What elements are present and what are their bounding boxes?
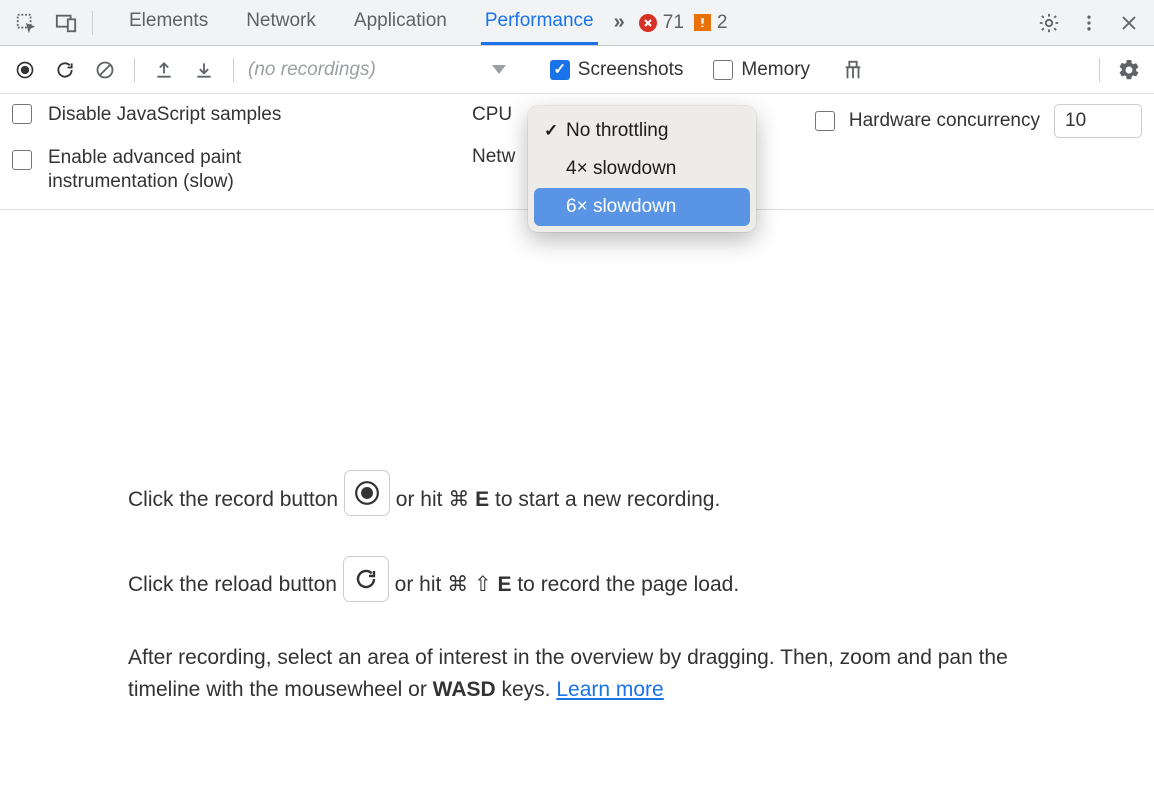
recordings-select[interactable]: (no recordings) bbox=[248, 59, 506, 81]
tab-elements[interactable]: Elements bbox=[125, 0, 212, 45]
devtools-tabs: Elements Network Application Performance bbox=[125, 0, 598, 45]
memory-checkbox[interactable]: Memory bbox=[713, 59, 810, 81]
record-button-demo-icon bbox=[344, 470, 390, 516]
garbage-collect-icon[interactable] bbox=[838, 55, 868, 85]
upload-icon[interactable] bbox=[149, 55, 179, 85]
help-text: Click the reload button bbox=[128, 573, 337, 596]
disable-js-label: Disable JavaScript samples bbox=[48, 104, 281, 126]
screenshots-label: Screenshots bbox=[578, 59, 684, 81]
memory-label: Memory bbox=[741, 59, 810, 81]
help-text: to record the page load. bbox=[517, 573, 739, 596]
advanced-paint-label: Enable advanced paint instrumentation (s… bbox=[48, 146, 348, 195]
help-text: or hit bbox=[396, 488, 443, 511]
caret-down-icon bbox=[492, 65, 506, 74]
error-icon bbox=[639, 14, 657, 32]
clear-icon[interactable] bbox=[90, 55, 120, 85]
divider bbox=[1099, 58, 1100, 82]
help-content: Click the record button or hit ⌘ E to st… bbox=[0, 470, 1154, 705]
divider bbox=[233, 58, 234, 82]
error-count: 71 bbox=[663, 12, 684, 34]
more-tabs-icon[interactable]: » bbox=[614, 11, 625, 34]
dropdown-item-4x[interactable]: 4× slowdown bbox=[534, 150, 750, 188]
help-text: to start a new recording. bbox=[495, 488, 720, 511]
reload-button-demo-icon bbox=[343, 556, 389, 602]
disable-js-checkbox[interactable] bbox=[12, 104, 32, 124]
key-e: E bbox=[475, 488, 489, 511]
recordings-placeholder: (no recordings) bbox=[248, 59, 376, 81]
warning-count: 2 bbox=[717, 12, 728, 34]
hw-concurrency-checkbox[interactable] bbox=[815, 111, 835, 131]
help-text: keys. bbox=[496, 678, 557, 701]
reload-icon[interactable] bbox=[50, 55, 80, 85]
warning-icon bbox=[694, 14, 711, 31]
checkbox-icon bbox=[550, 60, 570, 80]
cpu-throttling-dropdown: No throttling 4× slowdown 6× slowdown bbox=[528, 106, 756, 232]
divider bbox=[134, 58, 135, 82]
advanced-paint-checkbox[interactable] bbox=[12, 150, 32, 170]
capture-settings-gear-icon[interactable] bbox=[1114, 55, 1144, 85]
key-cmd: ⌘ bbox=[448, 488, 469, 511]
kebab-menu-icon[interactable] bbox=[1072, 5, 1106, 41]
download-icon[interactable] bbox=[189, 55, 219, 85]
inspect-element-icon[interactable] bbox=[8, 5, 44, 41]
tab-application[interactable]: Application bbox=[350, 0, 451, 45]
dropdown-item-6x[interactable]: 6× slowdown bbox=[534, 188, 750, 226]
key-cmd: ⌘ bbox=[447, 573, 468, 596]
help-text: or hit bbox=[395, 573, 442, 596]
settings-gear-icon[interactable] bbox=[1032, 5, 1066, 41]
hw-concurrency-label: Hardware concurrency bbox=[849, 110, 1040, 132]
dropdown-item-no-throttling[interactable]: No throttling bbox=[534, 112, 750, 150]
device-toolbar-icon[interactable] bbox=[48, 5, 84, 41]
hw-concurrency-input[interactable] bbox=[1054, 104, 1142, 138]
close-icon[interactable] bbox=[1112, 5, 1146, 41]
console-counts[interactable]: 71 2 bbox=[639, 12, 734, 34]
key-e: E bbox=[497, 573, 511, 596]
wasd-text: WASD bbox=[433, 678, 496, 701]
divider bbox=[92, 11, 93, 35]
help-text: Click the record button bbox=[128, 488, 338, 511]
tab-performance[interactable]: Performance bbox=[481, 0, 598, 45]
record-icon[interactable] bbox=[10, 55, 40, 85]
devtools-tabstrip: Elements Network Application Performance… bbox=[0, 0, 1154, 46]
key-shift: ⇧ bbox=[474, 573, 492, 596]
tab-network[interactable]: Network bbox=[242, 0, 320, 45]
learn-more-link[interactable]: Learn more bbox=[556, 678, 663, 701]
screenshots-checkbox[interactable]: Screenshots bbox=[550, 59, 684, 81]
checkbox-icon bbox=[713, 60, 733, 80]
performance-toolbar: (no recordings) Screenshots Memory bbox=[0, 46, 1154, 94]
